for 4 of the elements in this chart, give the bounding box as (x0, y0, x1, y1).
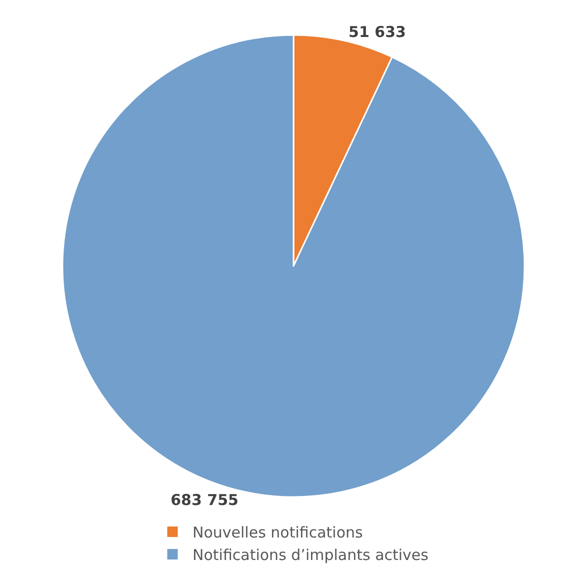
data-label: 683 755 (170, 490, 238, 509)
legend-label: Notifications d’implants actives (192, 546, 429, 564)
data-label: 51 633 (348, 23, 406, 42)
legend-label: Nouvelles notifications (192, 524, 364, 542)
